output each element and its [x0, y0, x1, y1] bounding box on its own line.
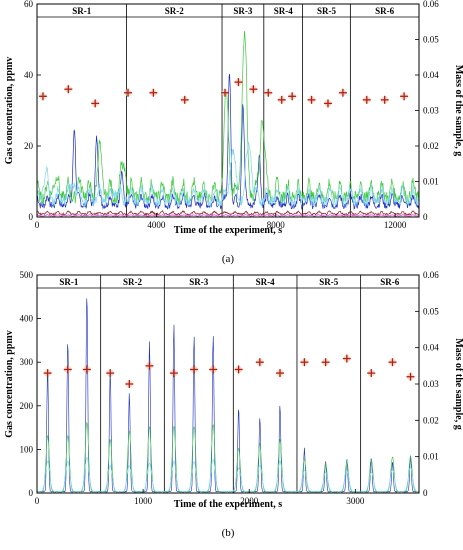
- mass-point: [264, 88, 273, 97]
- mass-point: [38, 92, 47, 101]
- y2-tick-label: 0.03: [423, 106, 439, 116]
- x-tick-label: 3000: [346, 496, 365, 506]
- x-tick-label: 2000: [240, 496, 259, 506]
- panel-b: SR-1 SR-2 SR-3 SR-4 SR-5 SR-6 0 100 200 300 400 500…: [4, 270, 463, 539]
- mass-point: [323, 99, 332, 108]
- x-axis-title: Time of the experiment, s: [174, 499, 283, 510]
- segment-label: SR-6: [375, 6, 395, 16]
- mass-point: [249, 85, 258, 94]
- segment-label: SR-4: [256, 277, 276, 287]
- mass-point: [400, 92, 409, 101]
- mass-point: [367, 369, 376, 378]
- y-tick-label: 500: [20, 270, 34, 280]
- series-line: [36, 456, 420, 493]
- y-tick-label: 200: [20, 401, 34, 411]
- y-tick-label: 40: [24, 70, 34, 80]
- panel-tag: (b): [222, 527, 235, 539]
- plot-frame: [36, 274, 420, 494]
- mass-point: [145, 361, 154, 370]
- segment-label: SR-1: [59, 277, 79, 287]
- mass-point: [234, 365, 243, 374]
- y2-axis-title: Mass of the sample, g: [453, 338, 463, 429]
- panel-tag: (a): [222, 253, 235, 265]
- series-line: [37, 210, 420, 216]
- mass-point: [125, 380, 134, 388]
- y2-tick-label: 0.05: [423, 35, 439, 45]
- segment-label: SR-5: [317, 6, 337, 16]
- y-axis-title: Gas concentration, ppmv: [4, 330, 15, 438]
- series-line: [36, 214, 420, 217]
- series-line: [36, 31, 420, 205]
- y-tick-label: 0: [29, 488, 34, 498]
- segment-label: SR-3: [233, 6, 253, 16]
- y-tick-label: 60: [24, 0, 34, 9]
- segment-label: SR-5: [319, 277, 339, 287]
- series-line: [36, 421, 420, 493]
- y2-tick-label: 0.04: [423, 70, 439, 80]
- mass-point: [321, 358, 330, 367]
- mass-point: [64, 85, 73, 94]
- y2-tick-label: 0.04: [423, 343, 439, 353]
- mass-point: [43, 369, 52, 378]
- y-tick-label: 0: [29, 212, 34, 222]
- y-tick-label: 20: [24, 141, 34, 151]
- y2-tick-label: 0.01: [423, 452, 439, 462]
- y2-tick-label: 0: [423, 212, 428, 222]
- y2-tick-label: 0.06: [423, 270, 439, 280]
- x-tick-label: 0: [35, 220, 40, 230]
- mass-point: [221, 88, 230, 97]
- mass-point: [380, 95, 389, 104]
- segment-label: SR-2: [165, 6, 185, 16]
- mass-point: [406, 372, 415, 381]
- y2-tick-label: 0.02: [423, 141, 439, 151]
- mass-point: [277, 95, 286, 104]
- y-axis-title: Gas concentration, ppmv: [4, 57, 15, 165]
- y2-tick-label: 0.01: [423, 177, 439, 187]
- segment-label: SR-6: [380, 277, 400, 287]
- x-tick-label: 12000: [384, 220, 407, 230]
- mass-point: [342, 354, 351, 363]
- segment-label: SR-2: [123, 277, 143, 287]
- x-axis-title: Time of the experiment, s: [174, 225, 283, 236]
- y2-tick-label: 0: [423, 488, 428, 498]
- mass-point: [82, 365, 91, 374]
- segment-label: SR-3: [189, 277, 209, 287]
- y-tick-label: 100: [20, 444, 34, 454]
- mass-point: [338, 88, 347, 97]
- mass-point: [307, 95, 316, 104]
- mass-point: [169, 369, 178, 378]
- mass-point: [255, 358, 264, 367]
- mass-point: [300, 358, 309, 367]
- mass-point: [63, 365, 72, 374]
- x-tick-label: 1000: [134, 496, 153, 506]
- y2-tick-label: 0.02: [423, 415, 439, 425]
- x-tick-label: 4000: [147, 220, 166, 230]
- mass-point: [275, 369, 284, 378]
- mass-point: [288, 92, 297, 101]
- segment-label: SR-4: [274, 6, 294, 16]
- mass-point: [91, 99, 100, 108]
- series-line: [36, 298, 420, 493]
- series-line: [36, 141, 420, 208]
- mass-point: [106, 369, 115, 378]
- mass-point: [124, 88, 133, 97]
- segment-label: SR-1: [72, 6, 92, 16]
- y-tick-label: 300: [20, 357, 34, 367]
- y-tick-label: 400: [20, 314, 34, 324]
- y2-tick-label: 0.06: [423, 0, 439, 9]
- mass-point: [149, 88, 158, 97]
- mass-point: [362, 95, 371, 104]
- y2-axis-title: Mass of the sample, g: [453, 65, 463, 156]
- mass-point: [209, 365, 218, 374]
- mass-point: [388, 358, 397, 367]
- mass-point: [190, 365, 199, 374]
- y2-tick-label: 0.05: [423, 306, 439, 316]
- mass-point: [180, 95, 189, 104]
- mass-point: [234, 78, 243, 87]
- y2-tick-label: 0.03: [423, 379, 439, 389]
- x-tick-label: 0: [35, 496, 40, 506]
- x-tick-label: 8000: [267, 220, 286, 230]
- panel-a: SR-1 SR-2 SR-3 SR-4 SR-5 SR-6 0 20 40 60 0 0.01 0.02…: [4, 0, 463, 265]
